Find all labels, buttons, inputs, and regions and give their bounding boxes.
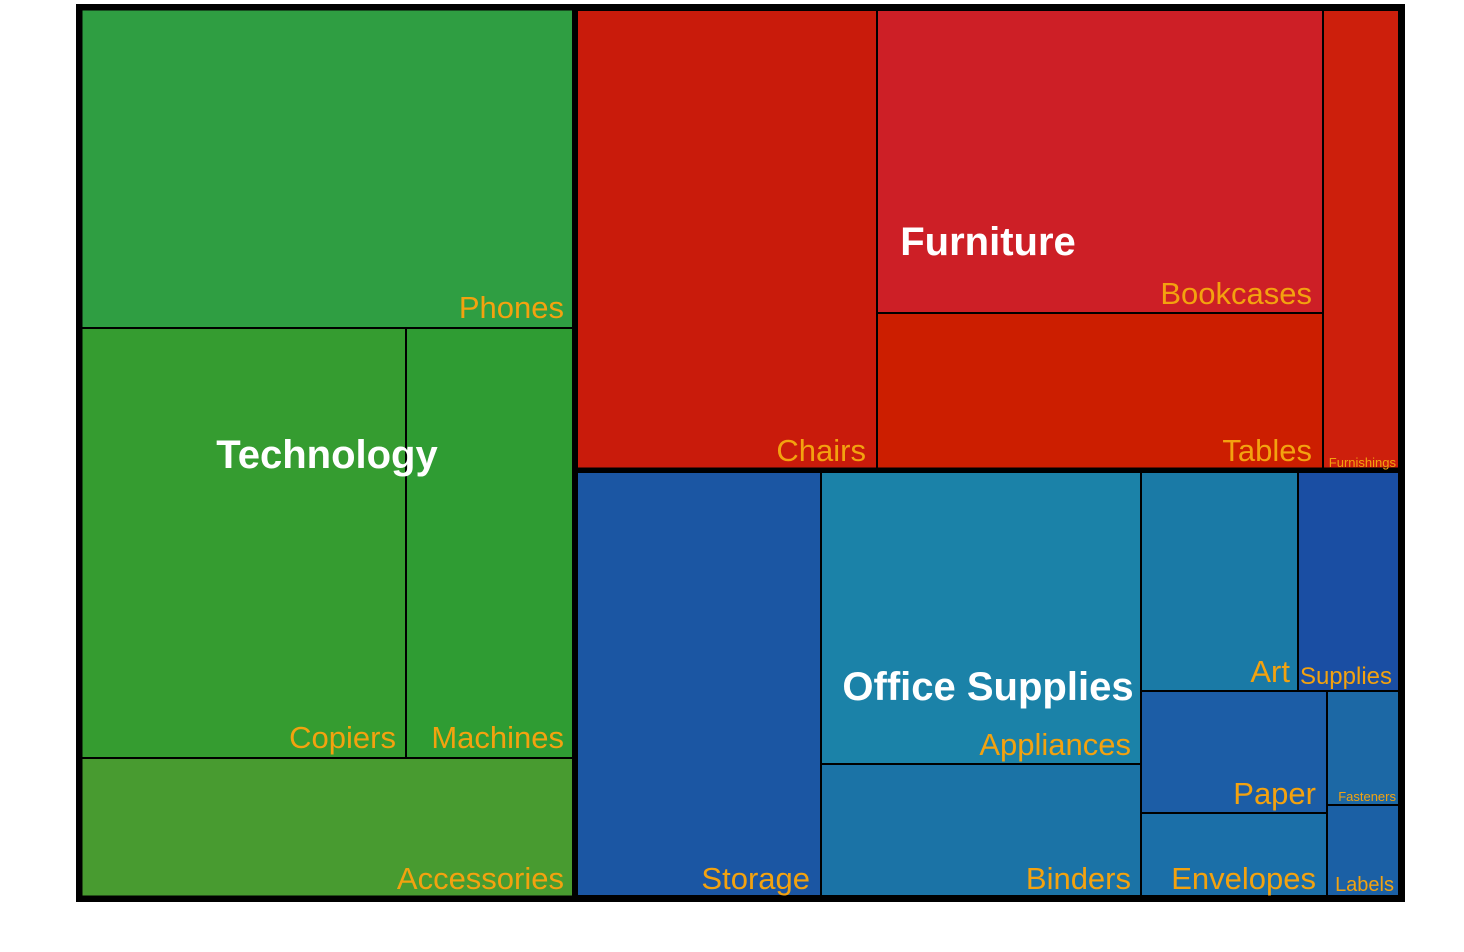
tile-envelopes[interactable] — [1140, 812, 1328, 897]
tile-accessories[interactable] — [79, 757, 574, 899]
tile-label-bookcases: Bookcases — [1160, 276, 1312, 311]
group-label-furniture: Furniture — [900, 220, 1076, 264]
tile-storage[interactable] — [576, 471, 822, 897]
tile-label-paper: Paper — [1233, 776, 1316, 811]
tile-bookcases[interactable] — [876, 9, 1324, 314]
tile-labels[interactable] — [1326, 804, 1400, 897]
group-furniture — [572, 5, 1404, 473]
tile-art[interactable] — [1140, 471, 1299, 692]
tile-furnishings[interactable] — [1322, 9, 1400, 470]
tile-label-appliances: Appliances — [979, 727, 1131, 762]
tile-label-supplies: Supplies — [1300, 663, 1392, 690]
treemap-frame — [76, 4, 1405, 902]
tile-tables[interactable] — [876, 312, 1324, 470]
tile-label-accessories: Accessories — [397, 861, 564, 896]
tile-chairs[interactable] — [576, 9, 878, 470]
tile-appliances[interactable] — [820, 471, 1142, 765]
tile-label-labels: Labels — [1335, 874, 1394, 896]
tile-copiers[interactable] — [79, 327, 407, 759]
group-technology — [77, 5, 578, 901]
tile-paper[interactable] — [1140, 690, 1328, 814]
tile-label-copiers: Copiers — [289, 720, 396, 755]
tile-label-chairs: Chairs — [776, 433, 866, 468]
tile-label-furnishings: Furnishings — [1329, 455, 1397, 470]
tile-label-binders: Binders — [1026, 861, 1131, 896]
group-label-technology: Technology — [216, 433, 438, 477]
tile-binders[interactable] — [820, 763, 1142, 897]
tile-label-envelopes: Envelopes — [1171, 861, 1316, 896]
tile-label-tables: Tables — [1222, 433, 1312, 468]
group-label-office-supplies: Office Supplies — [842, 665, 1133, 709]
tile-label-machines: Machines — [431, 720, 564, 755]
tile-label-fasteners: Fasteners — [1338, 789, 1396, 804]
tile-machines[interactable] — [405, 327, 574, 759]
tile-phones[interactable] — [79, 7, 574, 329]
tile-fasteners[interactable] — [1326, 690, 1400, 806]
tile-label-art: Art — [1250, 654, 1290, 689]
tile-label-phones: Phones — [459, 290, 564, 325]
group-office-supplies — [572, 467, 1404, 901]
tile-label-storage: Storage — [701, 861, 810, 896]
tile-supplies[interactable] — [1297, 471, 1400, 692]
